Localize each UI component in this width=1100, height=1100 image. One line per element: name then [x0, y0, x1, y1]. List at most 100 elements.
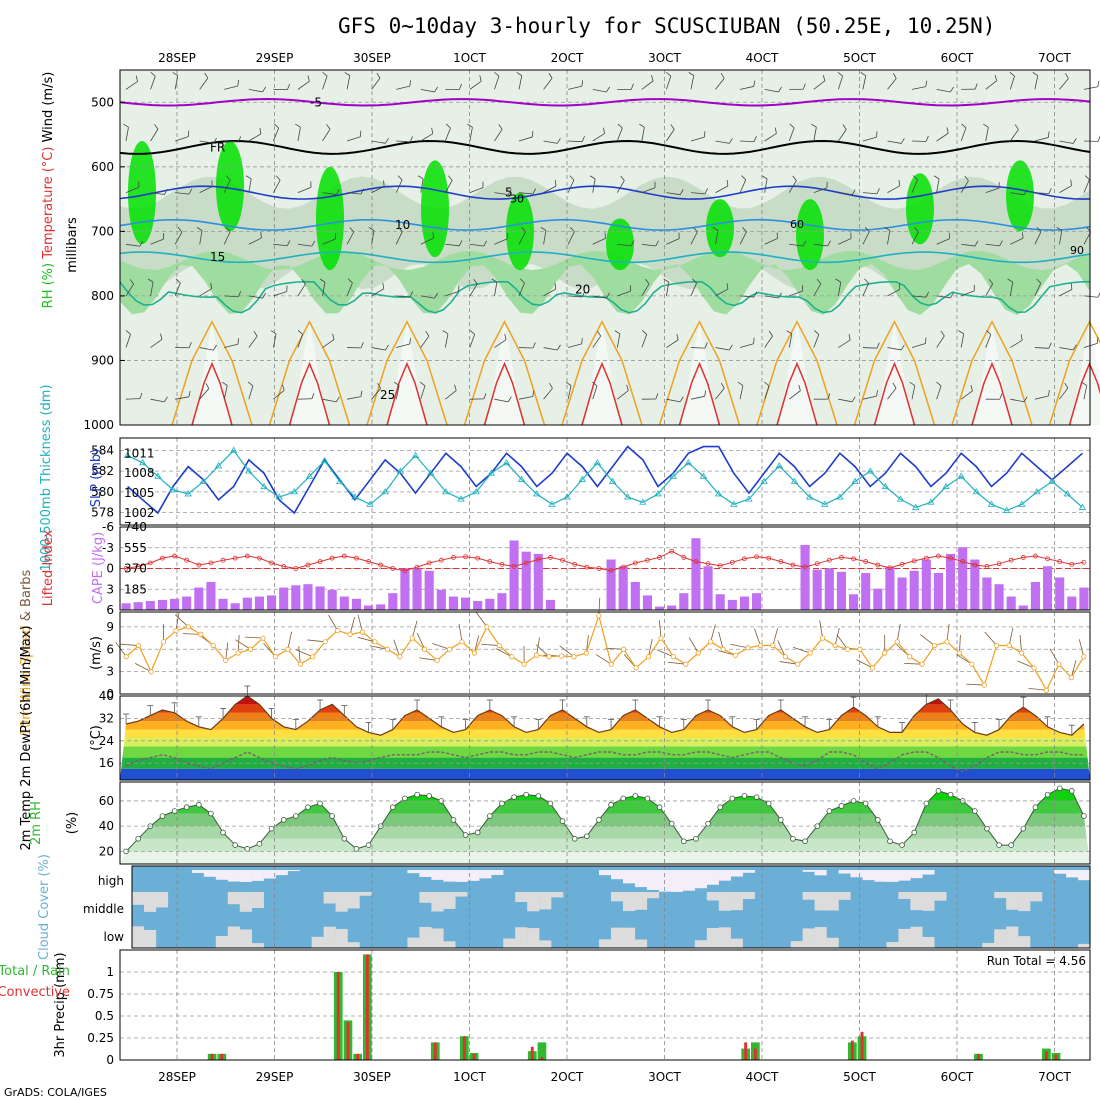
y-tick-label-left: 584 [91, 443, 114, 457]
wind-barb-flag [445, 123, 451, 129]
wind-barb-flag [491, 278, 498, 283]
slp-background [120, 438, 1090, 525]
upper-wind-barb [690, 188, 708, 195]
wind-barb-flag [417, 175, 424, 180]
upper-wind-barb [887, 179, 901, 193]
wind-barb-flag [557, 138, 561, 144]
wind-barb-flag [728, 344, 733, 351]
dry-column [974, 321, 1010, 425]
cloud-mid-block [359, 892, 372, 896]
cape-bar [946, 553, 956, 610]
upper-wind-barb [223, 226, 231, 245]
wind-barb-staff [862, 282, 870, 297]
rh-marker [414, 791, 420, 798]
wind-barb-flag [383, 180, 385, 187]
wind-barb-staff [1034, 395, 1049, 400]
wind-barb-staff [568, 140, 583, 143]
wind-barb-flag [349, 227, 355, 233]
cape-bar [1079, 587, 1089, 610]
wind-barb-flag [913, 175, 918, 181]
top-axis-label: 6OCT [941, 51, 974, 65]
wind-barb-flag [281, 384, 285, 391]
wind-barb-flag [301, 279, 306, 285]
upper-wind-barb [543, 72, 553, 90]
wind-barb-staff [347, 396, 361, 400]
upper-wind-barb [887, 283, 901, 297]
wind-barb-staff [543, 140, 558, 144]
wind-barb-flag [630, 240, 635, 247]
wind-barb-flag [347, 278, 353, 284]
dry-column [194, 321, 230, 425]
cape-title: CAPE (J/kg) [91, 532, 106, 604]
wind-barb-staff [813, 80, 826, 90]
wind-barb-staff [862, 231, 870, 245]
rh-marker [535, 793, 542, 799]
li-marker [802, 564, 808, 570]
cape-bar [739, 596, 749, 610]
wind-barb-staff [985, 283, 994, 297]
cape-bar [436, 589, 446, 610]
bottom-axis-label: 5OCT [843, 1070, 876, 1084]
thickness-marker [123, 451, 132, 458]
cloud-high-block [491, 870, 504, 875]
cloud-mid-block [515, 892, 528, 903]
wind-barb-staff [912, 295, 927, 298]
precip-unit: 3hr Precip (mm) [53, 952, 68, 1057]
thickness-marker [154, 472, 162, 479]
li-marker [1081, 559, 1087, 565]
wind-background [120, 612, 1090, 694]
wind-barb-flag [548, 72, 553, 79]
wind-speed-marker [185, 624, 191, 630]
upper-wind-barb [740, 291, 758, 298]
wind-speed-marker [397, 654, 403, 660]
y-tick-label: 16 [99, 756, 114, 770]
wind-barb-staff [1034, 283, 1042, 297]
rh-marker [305, 804, 311, 811]
upper-wind-barb [887, 344, 905, 351]
upper-wind-barb [174, 227, 183, 245]
upper-wind-barb [911, 227, 919, 245]
wind-barb-flag [639, 123, 645, 128]
wind-barb-flag [397, 175, 403, 181]
wind-barb-staff [543, 78, 553, 90]
li-marker [438, 557, 444, 563]
y-tick-label: 9 [106, 620, 114, 634]
cloud-mid-block [838, 892, 851, 900]
wind-barb-flag [827, 240, 831, 247]
thickness-marker [972, 488, 981, 495]
wind-barb-staff [371, 140, 386, 144]
wind-barb-staff [174, 231, 183, 245]
li-marker [196, 562, 202, 568]
slp-frame [119, 437, 1091, 526]
wind-barb [237, 635, 240, 654]
rh-band-moist [120, 250, 1090, 316]
cloud-low-block [407, 937, 420, 948]
li-marker [572, 561, 578, 567]
rh-marker [1020, 825, 1027, 832]
upper-wind-barb [1010, 396, 1028, 403]
cape-bar [376, 604, 386, 610]
upper-wind-barb [196, 227, 203, 245]
upper-wind-barb [740, 80, 756, 90]
wind-speed-marker [422, 646, 428, 652]
temperature-contour [119, 185, 1091, 200]
rh-marker [862, 800, 869, 807]
cape-bar [279, 587, 289, 610]
wind-barb-staff [199, 230, 203, 245]
warm-contour [561, 320, 643, 426]
cloud-mid-block [898, 892, 911, 899]
thickness-line [127, 449, 1083, 512]
upper-wind-barb [837, 71, 844, 90]
wind-barb-staff [813, 334, 820, 348]
wind-barb-staff [789, 290, 803, 297]
upper-air-unit: millibars [65, 217, 80, 273]
upper-wind-barb [1007, 278, 1014, 296]
wind-barb-staff [469, 80, 482, 90]
wind-barb [946, 623, 950, 642]
wind-barb-staff [617, 390, 629, 400]
wind-barb-staff [445, 291, 459, 297]
warm-contour [171, 320, 253, 426]
